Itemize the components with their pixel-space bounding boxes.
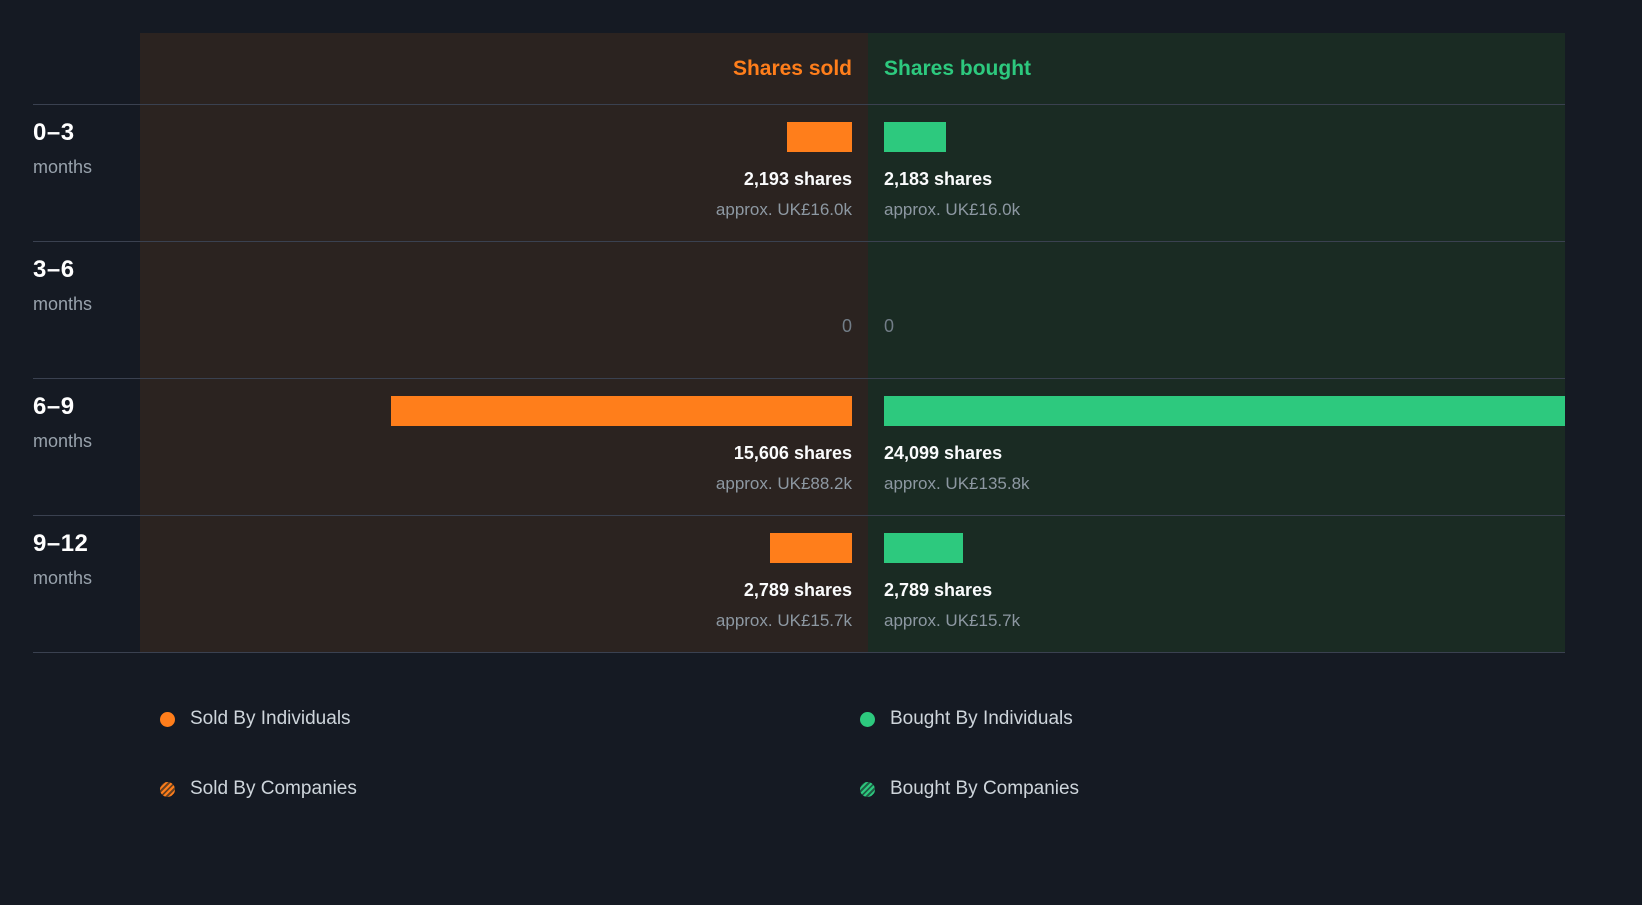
legend-item-sold-companies: Sold By Companies [160,769,860,809]
bought-companies-swatch-icon [860,781,875,797]
sold-bar [787,122,852,152]
period-cell-3-6: 3–6 months [33,242,140,379]
legend-label: Sold By Companies [190,778,357,799]
sold-approx-label: approx. UK£88.2k [715,474,852,493]
legend-label: Bought By Companies [890,778,1080,799]
bought-cell-0-3: 2,183 shares approx. UK£16.0k [868,105,1565,242]
bought-bar [884,396,1565,426]
legend-label: Bought By Individuals [890,708,1073,729]
sold-cell-6-9: 15,606 shares approx. UK£88.2k [140,379,868,516]
bought-cell-9-12: 2,789 shares approx. UK£15.7k [868,516,1565,653]
sold-shares-label: 15,606 shares [733,443,852,463]
bought-individuals-swatch-icon [860,711,875,727]
sold-column-header: Shares sold [732,56,852,80]
sold-shares-label: 2,193 shares [743,169,852,189]
legend-item-bought-individuals: Bought By Individuals [860,699,1642,739]
bought-approx-label: approx. UK£16.0k [884,200,1021,219]
period-cell-9-12: 9–12 months [33,516,140,653]
bought-shares-label: 2,183 shares [884,169,993,189]
period-unit: months [33,431,93,451]
bought-bar [884,122,946,152]
sold-bar [769,533,852,563]
sold-cell-0-3: 2,193 shares approx. UK£16.0k [140,105,868,242]
sold-shares-label: 2,789 shares [743,580,852,600]
legend-item-sold-individuals: Sold By Individuals [160,699,860,739]
legend: Sold By Individuals Bought By Individual… [160,699,1642,809]
bought-bar [884,533,963,563]
period-label: 3–6 [33,256,75,283]
bought-shares-label: 0 [884,316,895,336]
sold-approx-label: approx. UK£16.0k [715,200,852,219]
bought-shares-label: 24,099 shares [884,443,1003,463]
bought-shares-label: 2,789 shares [884,580,993,600]
period-label: 0–3 [33,119,75,146]
period-unit: months [33,294,93,314]
insider-trading-chart: Shares sold Shares bought 0–3 months 2,1… [33,33,1565,653]
period-unit: months [33,157,93,177]
sold-individuals-swatch-icon [160,711,175,727]
sold-cell-9-12: 2,789 shares approx. UK£15.7k [140,516,868,653]
bought-approx-label: approx. UK£15.7k [884,611,1021,630]
period-cell-0-3: 0–3 months [33,105,140,242]
bought-cell-3-6: 0 [868,242,1565,379]
header-spacer [33,33,140,105]
period-label: 6–9 [33,393,75,420]
legend-item-bought-companies: Bought By Companies [860,769,1642,809]
period-label: 9–12 [33,530,89,557]
bought-column-header: Shares bought [884,56,1032,80]
sold-bar [390,396,852,426]
legend-label: Sold By Individuals [190,708,351,729]
sold-companies-swatch-icon [160,781,175,797]
sold-shares-label: 0 [841,316,852,336]
bought-approx-label: approx. UK£135.8k [884,474,1030,493]
period-unit: months [33,568,93,588]
bought-column-header-cell: Shares bought [868,33,1565,105]
sold-cell-3-6: 0 [140,242,868,379]
period-cell-6-9: 6–9 months [33,379,140,516]
sold-approx-label: approx. UK£15.7k [715,611,852,630]
sold-column-header-cell: Shares sold [140,33,868,105]
bought-cell-6-9: 24,099 shares approx. UK£135.8k [868,379,1565,516]
